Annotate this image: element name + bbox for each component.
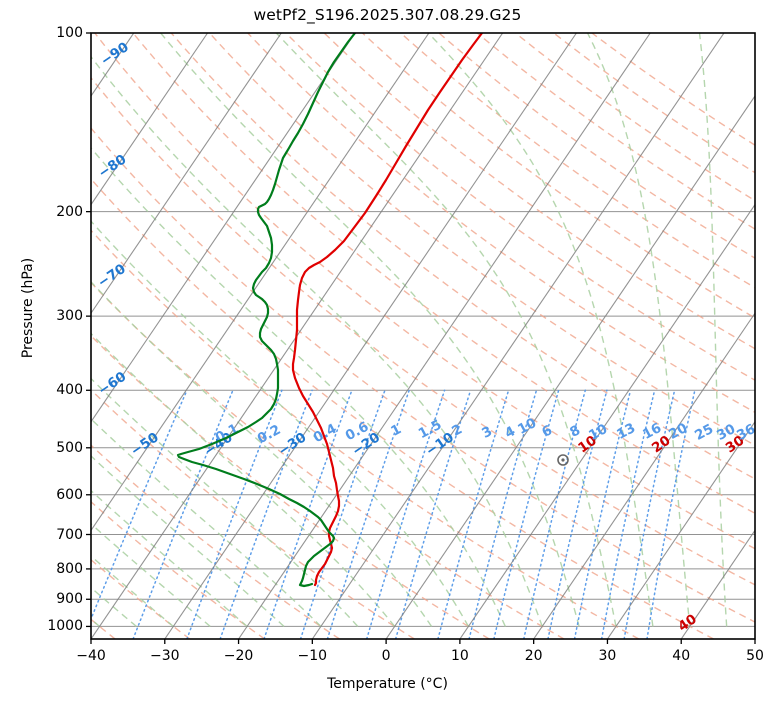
y-tick-100: 100 [56, 25, 83, 41]
svg-text:13: 13 [614, 420, 638, 443]
isotherm-lines [91, 33, 755, 639]
x-tick-50: 50 [746, 648, 764, 664]
y-tick-1000: 1000 [47, 618, 83, 635]
x-tick-10: 10 [450, 648, 469, 664]
svg-text:16: 16 [640, 420, 664, 443]
x-tick--10: −10 [297, 648, 328, 664]
axes-frame [86, 32, 756, 644]
svg-text:20: 20 [666, 420, 690, 443]
series-dewpoint [176, 33, 357, 588]
svg-text:10: 10 [515, 415, 539, 438]
y-tick-900: 900 [56, 591, 83, 608]
svg-text:25: 25 [692, 421, 716, 444]
y-tick-300: 300 [56, 308, 83, 325]
x-tick--30: −30 [149, 648, 180, 664]
x-tick-20: 20 [524, 648, 543, 664]
page-title: wetPf2_S196.2025.307.08.29.G25 [253, 6, 522, 24]
x-tick--20: −20 [223, 648, 254, 664]
y-tick-400: 400 [56, 382, 83, 399]
x-tick-30: 30 [598, 648, 617, 664]
sounding-traces [176, 33, 484, 588]
y-tick-500: 500 [56, 439, 83, 456]
y-tick-800: 800 [56, 560, 83, 577]
y-tick-600: 600 [56, 486, 83, 503]
x-tick--40: −40 [76, 648, 106, 664]
x-tick-40: 40 [672, 648, 691, 664]
plot-background [91, 33, 755, 639]
x-tick-0: 0 [381, 648, 391, 664]
y-tick-700: 700 [56, 526, 83, 543]
sounding-markers [557, 454, 569, 466]
svg-text:36: 36 [734, 421, 758, 444]
y-tick-200: 200 [56, 203, 83, 220]
moist-adiabat-lines [91, 33, 728, 627]
svg-text:10: 10 [586, 421, 610, 444]
x-axis-label: Temperature (°C) [327, 676, 448, 692]
svg-text:30: 30 [714, 421, 738, 444]
